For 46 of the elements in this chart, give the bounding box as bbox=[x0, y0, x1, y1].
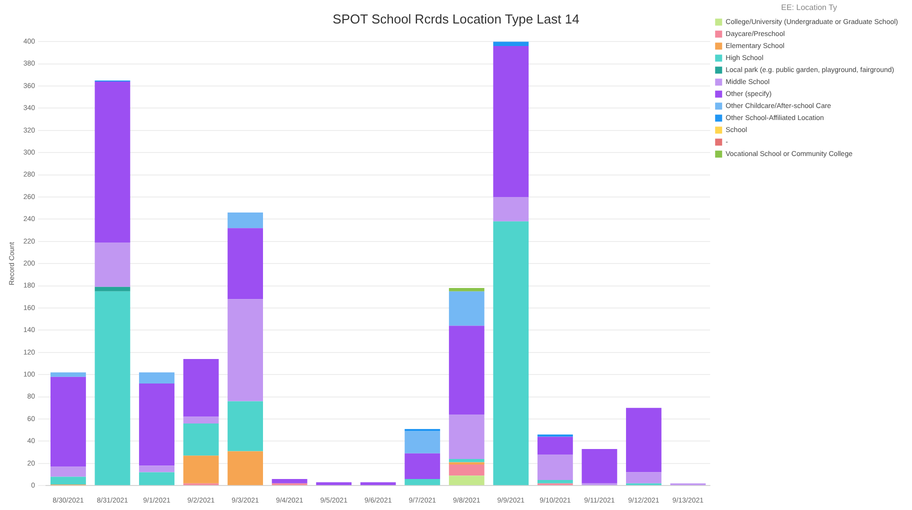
bar bbox=[448, 288, 484, 292]
bar bbox=[404, 431, 440, 454]
bar bbox=[404, 478, 440, 486]
bar bbox=[272, 478, 308, 484]
bar bbox=[448, 291, 484, 326]
bar bbox=[183, 423, 219, 456]
bar bbox=[228, 299, 264, 402]
bar bbox=[448, 462, 484, 465]
bar bbox=[626, 408, 662, 472]
bar bbox=[183, 416, 219, 424]
bar bbox=[493, 46, 529, 197]
bar bbox=[50, 466, 86, 477]
bar bbox=[493, 221, 529, 486]
bar bbox=[228, 401, 264, 452]
chart-title: SPOT School Rcrds Location Type Last 14 bbox=[332, 11, 580, 26]
bar bbox=[448, 326, 484, 415]
bar bbox=[404, 428, 440, 432]
bar bbox=[582, 448, 618, 484]
bar bbox=[183, 359, 219, 417]
bar bbox=[404, 453, 440, 479]
bar bbox=[139, 466, 174, 472]
bar bbox=[448, 476, 484, 486]
bar bbox=[139, 472, 174, 486]
bar bbox=[626, 472, 662, 484]
bar bbox=[94, 82, 130, 243]
bar bbox=[94, 286, 130, 292]
bar bbox=[50, 372, 86, 377]
bar bbox=[139, 383, 174, 466]
bar bbox=[50, 376, 86, 467]
bar bbox=[493, 42, 529, 46]
legend-title: EE: Location Ty bbox=[781, 3, 838, 12]
bar bbox=[183, 456, 219, 484]
bar bbox=[537, 436, 573, 455]
bar bbox=[94, 291, 130, 486]
bar bbox=[537, 454, 573, 480]
bar bbox=[139, 372, 174, 384]
bar bbox=[448, 464, 484, 476]
bar bbox=[50, 476, 86, 484]
bar bbox=[537, 480, 573, 484]
bar bbox=[228, 228, 264, 300]
bar bbox=[228, 451, 264, 486]
bar bbox=[493, 197, 529, 222]
bar bbox=[228, 212, 264, 228]
bar bbox=[448, 458, 484, 462]
bar bbox=[94, 242, 130, 287]
bar bbox=[448, 414, 484, 459]
